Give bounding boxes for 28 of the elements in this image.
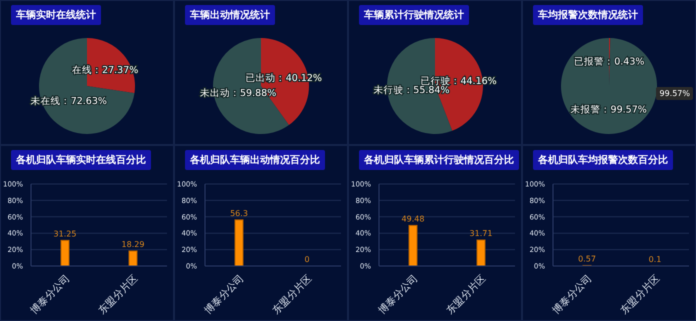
data-label: 0.57 bbox=[578, 254, 596, 264]
data-label: 31.71 bbox=[470, 229, 492, 238]
x-tick-label: 博泰分公司 bbox=[28, 272, 72, 316]
chart-title: 各机归队车辆出动情况百分比 bbox=[185, 150, 325, 170]
x-tick-label: 东盟分片区 bbox=[270, 272, 314, 316]
x-tick-label: 博泰分公司 bbox=[202, 272, 246, 316]
data-label: 56.3 bbox=[230, 208, 248, 218]
data-label: 0.1 bbox=[648, 254, 662, 264]
slice-label: 未报警：99.57% bbox=[570, 104, 647, 116]
chart-title: 各机归队车辆实时在线百分比 bbox=[11, 150, 151, 170]
chart-title: 各机归队车辆累计行驶情况百分比 bbox=[359, 150, 519, 170]
chart-title: 车辆实时在线统计 bbox=[11, 5, 101, 25]
data-label: 0 bbox=[304, 255, 310, 264]
data-label: 99.57% bbox=[656, 87, 693, 100]
data-label: 31.25 bbox=[54, 229, 76, 238]
slice-label: 已报警：0.43% bbox=[574, 56, 644, 68]
x-tick-label: 博泰分公司 bbox=[376, 272, 420, 316]
x-tick-label: 东盟分片区 bbox=[618, 272, 662, 316]
chart-title: 车辆累计行驶情况统计 bbox=[359, 5, 469, 25]
data-label: 18.29 bbox=[122, 240, 144, 249]
slice-label: 未在线：72.63% bbox=[30, 95, 107, 108]
chart-title: 车辆出动情况统计 bbox=[185, 5, 275, 25]
chart-title: 车均报警次数情况统计 bbox=[533, 5, 643, 25]
data-label: 49.48 bbox=[402, 214, 424, 224]
chart-title: 各机归队车均报警次数百分比 bbox=[533, 150, 673, 170]
x-tick-label: 博泰分公司 bbox=[550, 272, 594, 316]
x-tick-label: 东盟分片区 bbox=[444, 272, 488, 316]
x-tick-label: 东盟分片区 bbox=[96, 272, 140, 316]
